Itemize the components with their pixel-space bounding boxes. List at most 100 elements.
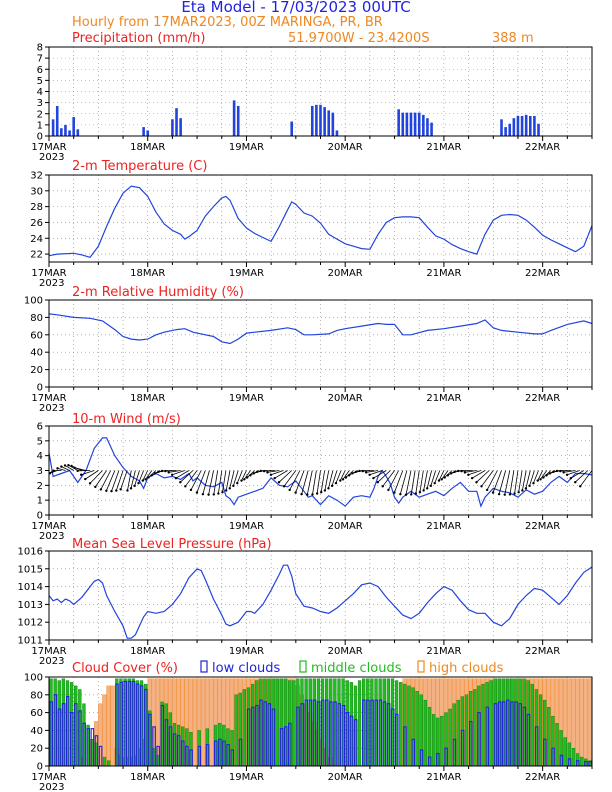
precip-bar xyxy=(504,127,507,136)
low-cloud-bar xyxy=(82,722,86,766)
high-cloud-bar xyxy=(176,678,181,766)
low-cloud-bar xyxy=(144,688,148,766)
clouds-day-label: 21MAR xyxy=(426,772,461,783)
wind-arrow xyxy=(461,470,473,472)
pressure-ytick-label: 1016 xyxy=(18,547,43,558)
temperature-frame xyxy=(48,174,593,263)
high-cloud-bar xyxy=(213,678,218,766)
wind-arrow xyxy=(471,470,486,479)
wind-arrow-head xyxy=(508,493,512,496)
wind-day-label: 21MAR xyxy=(426,521,461,532)
wind-arrow xyxy=(464,470,477,473)
wind-arrow-head xyxy=(52,469,55,472)
wind-arrow-head xyxy=(63,464,67,467)
legend-middle-swatch xyxy=(299,660,307,673)
header-location: 51.9700W - 23.4200S xyxy=(288,31,430,46)
wind-arrow-head xyxy=(555,469,559,473)
wind-arrow xyxy=(172,470,185,476)
wind-arrow-head xyxy=(300,492,303,496)
wind-arrow xyxy=(196,470,206,493)
wind-arrow xyxy=(270,470,284,476)
wind-arrow xyxy=(74,467,87,471)
wind-arrow-head xyxy=(320,491,323,494)
precip-day-label: 18MAR xyxy=(130,142,165,153)
wind-arrow-head xyxy=(565,473,569,476)
high-cloud-bar xyxy=(205,678,210,766)
wind-arrow xyxy=(382,470,395,487)
wind-arrow xyxy=(236,470,243,484)
middle-cloud-bar xyxy=(242,689,247,766)
wind-arrow-head xyxy=(167,471,170,474)
wind-arrow-head xyxy=(240,479,243,482)
wind-arrow-head xyxy=(446,474,450,477)
middle-cloud-bar xyxy=(423,699,428,766)
wind-arrow xyxy=(410,470,416,495)
high-cloud-bar xyxy=(98,703,103,766)
wind-ytick-label: 4 xyxy=(37,451,43,462)
wind-arrow xyxy=(518,470,523,493)
precip-bar xyxy=(516,115,520,136)
wind-arrow-head xyxy=(195,491,199,494)
precip-ytick-label: 6 xyxy=(37,65,43,76)
wind-arrow xyxy=(115,470,124,491)
wind-arrow xyxy=(283,470,297,487)
low-cloud-bar xyxy=(152,726,156,766)
temperature-line xyxy=(49,185,592,258)
wind-arrow xyxy=(362,470,374,472)
wind-arrow xyxy=(405,470,412,495)
low-cloud-bar xyxy=(378,699,383,766)
wind-arrow xyxy=(498,470,506,495)
wind-arrow xyxy=(289,470,301,491)
wind-arrow xyxy=(267,470,280,473)
precip-bar xyxy=(232,100,236,136)
wind-arrow-head xyxy=(236,481,239,485)
precip-bar xyxy=(175,108,178,136)
wind-arrow xyxy=(335,470,342,484)
precip-bar xyxy=(179,118,182,136)
precip-ytick-label: 5 xyxy=(37,76,43,87)
wind-arrow-head xyxy=(160,469,164,473)
wind-arrow-head xyxy=(232,484,235,488)
wind-title: 10-m Wind (m/s) xyxy=(72,412,181,427)
wind-arrow xyxy=(560,470,572,472)
wind-arrow-head xyxy=(94,485,97,489)
wind-arrow xyxy=(202,470,210,495)
precip-ytick-label: 3 xyxy=(37,98,43,109)
wind-ytick-label: 0 xyxy=(37,511,43,522)
precip-ytick-label: 7 xyxy=(37,54,43,65)
wind-arrow xyxy=(274,470,288,479)
clouds-ytick-label: 40 xyxy=(30,726,43,737)
pressure-data xyxy=(49,564,592,639)
low-cloud-bar xyxy=(320,699,325,766)
wind-arrow xyxy=(345,470,354,478)
wind-arrow xyxy=(111,470,120,492)
wind-arrow xyxy=(529,470,535,486)
wind-arrow xyxy=(419,470,424,493)
wind-arrow-head xyxy=(126,489,129,492)
wind-arrow-head xyxy=(354,470,358,473)
precip-title: Precipitation (mm/h) xyxy=(72,31,205,46)
humidity-ytick-label: 60 xyxy=(30,330,43,341)
wind-arrow xyxy=(190,470,202,491)
wind-arrow-head xyxy=(341,478,345,481)
middle-cloud-bar xyxy=(580,756,584,766)
middle-cloud-bar xyxy=(473,689,477,766)
middle-cloud-bar xyxy=(538,694,543,766)
wind-arrow-head xyxy=(147,476,150,479)
wind-arrow xyxy=(142,470,149,481)
temperature-year-label: 2023 xyxy=(39,278,64,289)
wind-arrow-head xyxy=(521,489,524,492)
wind-arrow-head xyxy=(221,491,224,494)
pressure-line xyxy=(49,564,592,639)
pressure-panel: 1011 1012 1013 1014 1015 1016 17MAR 18MAR 19MAR 2… xyxy=(18,547,593,667)
humidity-ytick-label: 0 xyxy=(37,383,43,394)
wind-arrow-head xyxy=(294,491,297,494)
wind-arrow-head xyxy=(513,492,516,495)
wind-arrow xyxy=(320,470,326,493)
wind-arrow-head xyxy=(174,476,178,480)
wind-arrow-head xyxy=(387,488,390,492)
high-cloud-bar xyxy=(209,678,214,766)
wind-arrow xyxy=(306,470,313,495)
wind-arrow xyxy=(57,468,66,471)
middle-cloud-bar xyxy=(440,715,444,766)
